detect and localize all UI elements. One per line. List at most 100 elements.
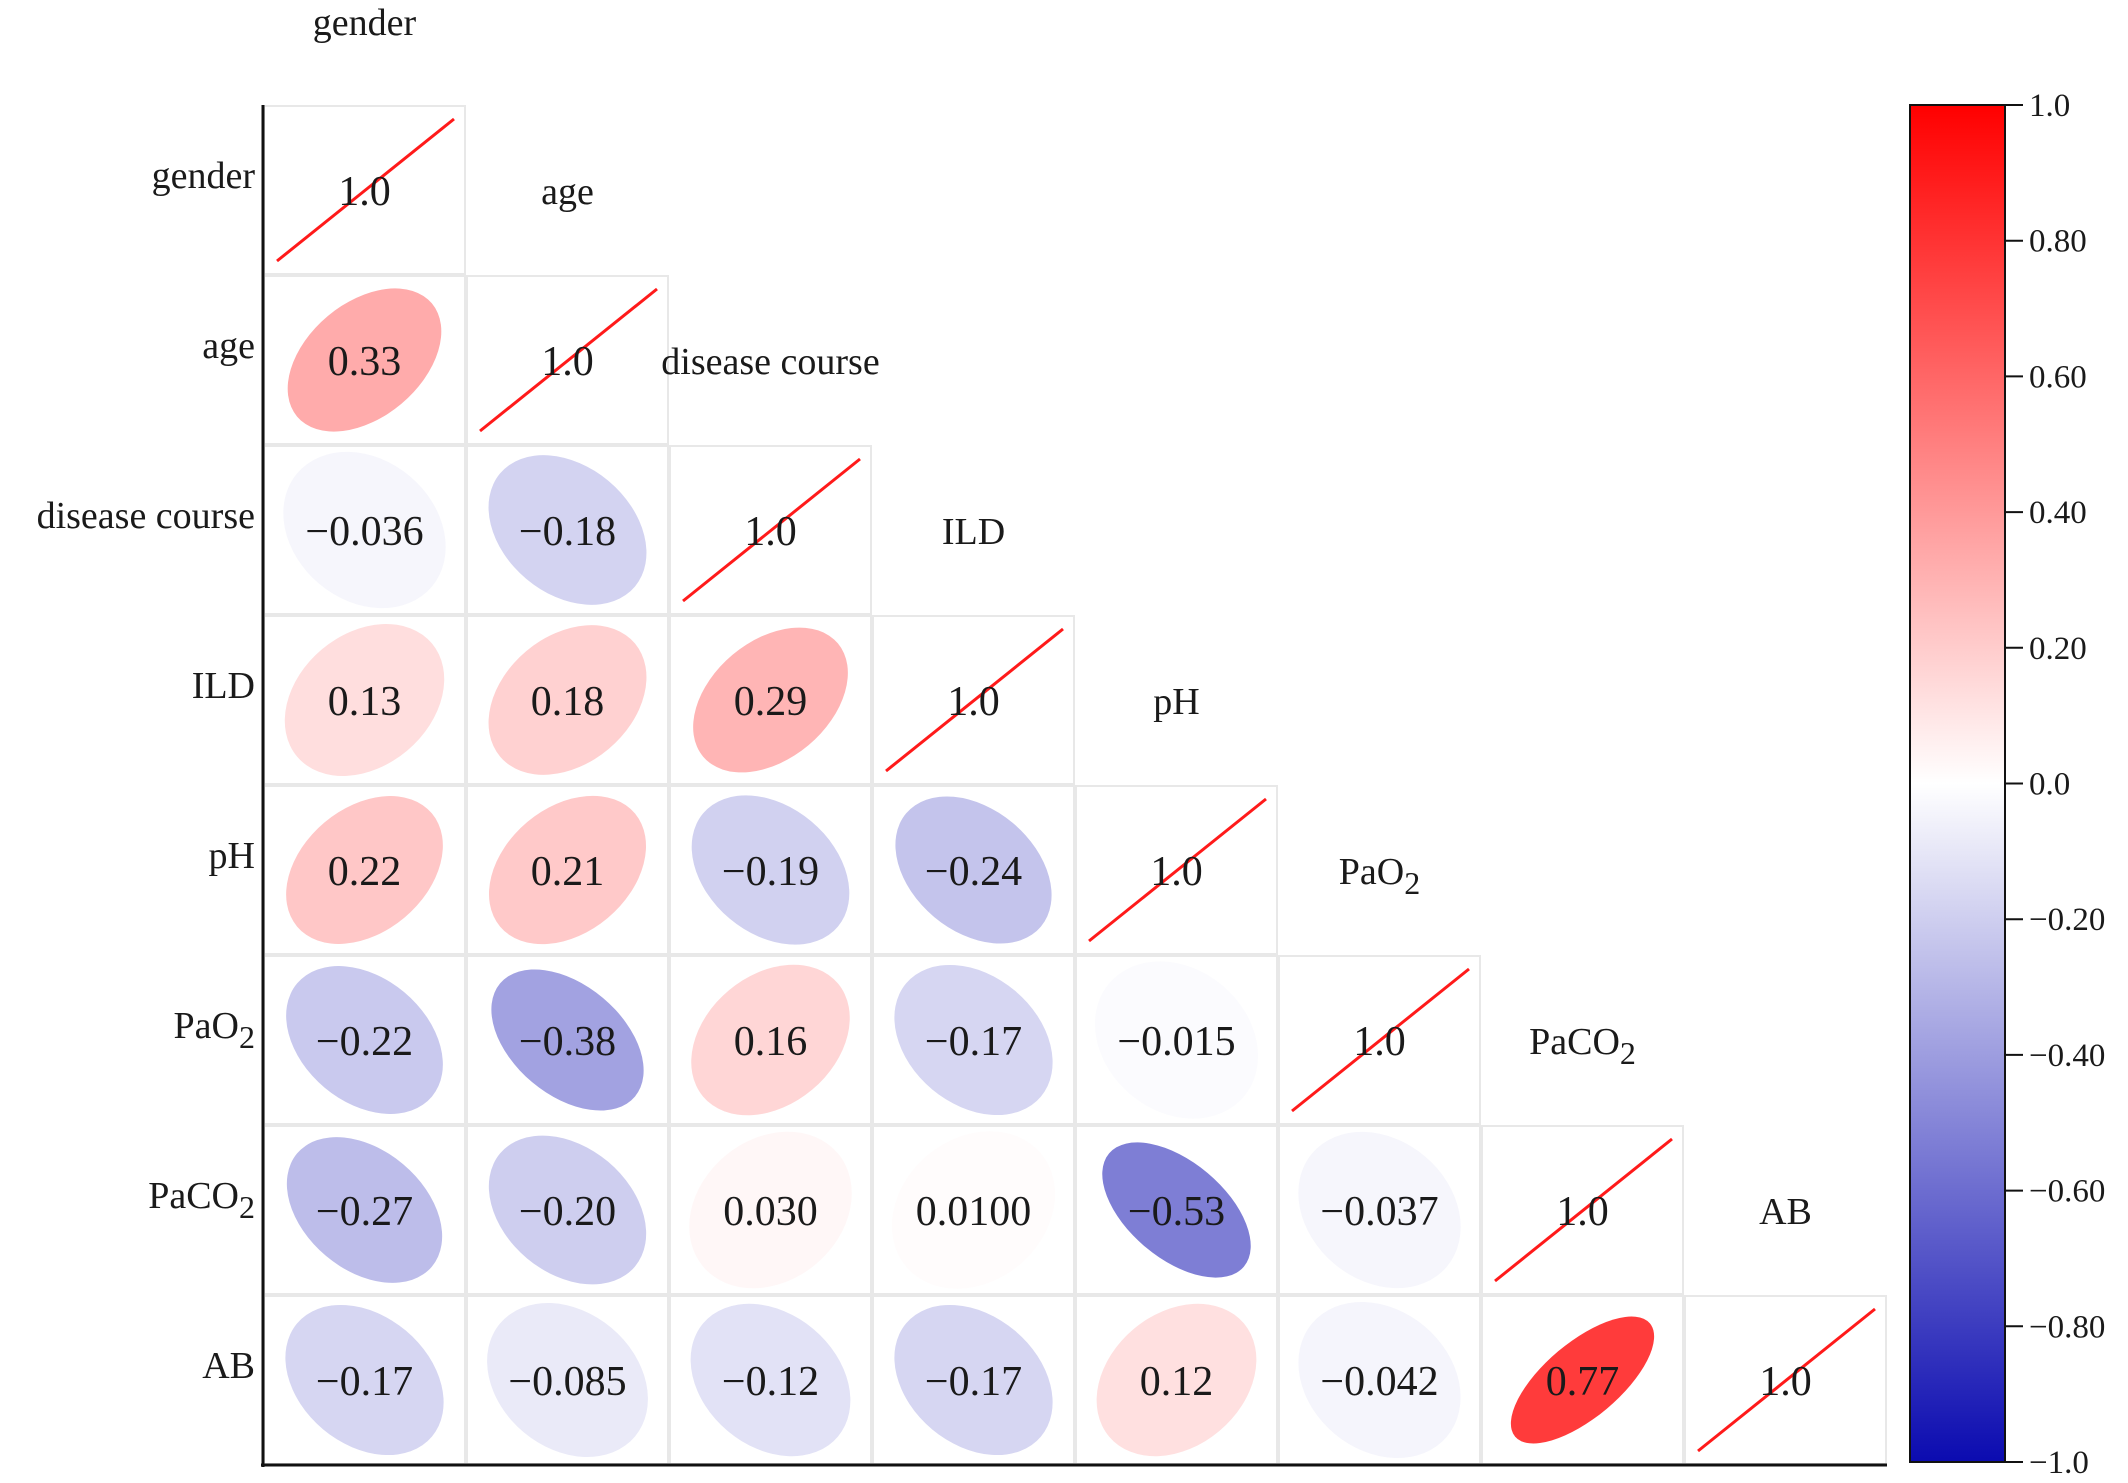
cell-value: 0.77 xyxy=(1546,1359,1620,1405)
column-label-PaCO2: PaCO2 xyxy=(1529,1021,1636,1071)
cell-AB-ILD: −0.17 xyxy=(872,1295,1075,1465)
cell-value: 1.0 xyxy=(1556,1189,1609,1235)
cell-PaCO2-PaCO2: 1.0 xyxy=(1481,1125,1684,1295)
cell-pH-disease-course: −0.19 xyxy=(669,785,872,955)
correlation-ellipse xyxy=(689,1131,852,1289)
cell-value: −0.085 xyxy=(508,1359,626,1405)
cell-value: 1.0 xyxy=(1150,849,1203,895)
cell-value: −0.042 xyxy=(1320,1359,1438,1405)
cell-PaO2-ILD: −0.17 xyxy=(872,955,1075,1125)
cell-value: −0.17 xyxy=(316,1359,413,1405)
correlation-ellipse xyxy=(487,1302,648,1458)
row-label-PaO2: PaO2 xyxy=(174,1005,255,1055)
cell-value: −0.24 xyxy=(925,849,1022,895)
cell-AB-age: −0.085 xyxy=(466,1295,669,1465)
cell-PaO2-pH: −0.015 xyxy=(1075,955,1278,1125)
colorbar-tick-label: −0.20 xyxy=(2029,902,2105,938)
cell-AB-pH: 0.12 xyxy=(1075,1295,1278,1465)
row-label-pH: pH xyxy=(209,835,255,877)
correlation-ellipse xyxy=(690,1303,851,1457)
diagonal-line xyxy=(1494,1137,1673,1283)
correlation-ellipse xyxy=(491,969,644,1111)
correlation-ellipse xyxy=(1298,1301,1461,1459)
diagonal-line xyxy=(479,287,658,433)
correlation-ellipse xyxy=(488,455,647,605)
row-label-PaCO2: PaCO2 xyxy=(148,1175,255,1225)
correlation-ellipse xyxy=(894,1304,1053,1456)
cell-PaCO2-disease-course: 0.030 xyxy=(669,1125,872,1295)
cell-value: 0.29 xyxy=(734,679,808,725)
cell-value: 0.33 xyxy=(328,339,402,385)
cell-ILD-age: 0.18 xyxy=(466,615,669,785)
diagonal-line xyxy=(885,627,1064,773)
cell-value: 0.0100 xyxy=(916,1189,1032,1235)
column-label-gender: gender xyxy=(313,2,417,44)
column-label-pH: pH xyxy=(1153,681,1199,723)
cell-value: 0.18 xyxy=(531,679,605,725)
colorbar-gradient xyxy=(1909,104,2006,1463)
colorbar-tick-label: 1.0 xyxy=(2029,88,2070,124)
cell-PaCO2-ILD: 0.0100 xyxy=(872,1125,1075,1295)
colorbar-tick-label: 0.0 xyxy=(2029,767,2070,803)
correlation-ellipse xyxy=(1298,1131,1461,1289)
cell-value: 0.13 xyxy=(328,679,402,725)
column-label-age: age xyxy=(541,171,594,213)
cell-value: 1.0 xyxy=(1353,1019,1406,1065)
cell-disease-course-disease-course: 1.0 xyxy=(669,445,872,615)
cell-value: −0.53 xyxy=(1128,1189,1225,1235)
cell-ILD-gender: 0.13 xyxy=(263,615,466,785)
cell-value: −0.015 xyxy=(1117,1019,1235,1065)
cell-value: 0.21 xyxy=(531,849,605,895)
correlation-ellipse xyxy=(286,966,443,1114)
cell-value: 0.12 xyxy=(1140,1359,1214,1405)
correlation-ellipse xyxy=(891,1131,1056,1289)
correlation-ellipse xyxy=(287,288,442,432)
cell-age-gender: 0.33 xyxy=(263,275,466,445)
cell-pH-ILD: −0.24 xyxy=(872,785,1075,955)
cell-PaCO2-gender: −0.27 xyxy=(263,1125,466,1295)
column-label-ILD: ILD xyxy=(942,511,1005,553)
colorbar-tick-label: 0.40 xyxy=(2029,495,2087,531)
cell-disease-course-age: −0.18 xyxy=(466,445,669,615)
cell-value: −0.38 xyxy=(519,1019,616,1065)
column-label-PaO2: PaO2 xyxy=(1339,851,1420,901)
correlation-ellipse xyxy=(286,1137,443,1283)
diagonal-line xyxy=(682,457,861,603)
cell-value: −0.27 xyxy=(316,1189,413,1235)
column-label-AB: AB xyxy=(1759,1191,1812,1233)
heatmap-axes: gender gender age age disease course disease … xyxy=(37,2,1887,1467)
cell-PaO2-PaO2: 1.0 xyxy=(1278,955,1481,1125)
cell-AB-PaO2: −0.042 xyxy=(1278,1295,1481,1465)
cell-PaCO2-age: −0.20 xyxy=(466,1125,669,1295)
heatmap-cells: 1.0 0.33 1.0 −0.036 −0.18 1.0 0.13 0.18 0.29 1.0 0… xyxy=(263,105,1887,1465)
cell-value: 1.0 xyxy=(744,509,797,555)
cell-PaCO2-PaO2: −0.037 xyxy=(1278,1125,1481,1295)
cell-value: −0.037 xyxy=(1320,1189,1438,1235)
correlation-ellipse xyxy=(691,795,850,945)
cell-age-age: 1.0 xyxy=(466,275,669,445)
diagonal-line xyxy=(276,117,455,263)
cell-value: 0.030 xyxy=(723,1189,818,1235)
cell-ILD-disease-course: 0.29 xyxy=(669,615,872,785)
correlation-ellipse xyxy=(1510,1316,1655,1444)
cell-value: 0.22 xyxy=(328,849,402,895)
colorbar-tick-label: −1.0 xyxy=(2029,1445,2089,1481)
cell-pH-age: 0.21 xyxy=(466,785,669,955)
colorbar: 1.0 0.80 0.60 0.40 0.20 0.0 −0.20 −0.40 −0.60 −0.… xyxy=(1909,88,2105,1481)
cell-value: 1.0 xyxy=(541,339,594,385)
cell-value: −0.20 xyxy=(519,1189,616,1235)
correlation-ellipse xyxy=(283,451,446,609)
correlation-ellipse xyxy=(1094,961,1259,1119)
cell-pH-pH: 1.0 xyxy=(1075,785,1278,955)
cell-value: −0.036 xyxy=(305,509,423,555)
cell-value: 1.0 xyxy=(338,169,391,215)
cell-PaO2-age: −0.38 xyxy=(466,955,669,1125)
cell-value: −0.19 xyxy=(722,849,819,895)
cell-pH-gender: 0.22 xyxy=(263,785,466,955)
row-label-age: age xyxy=(202,325,255,367)
cell-value: 1.0 xyxy=(1759,1359,1812,1405)
diagonal-line xyxy=(1088,797,1267,943)
correlation-ellipse xyxy=(488,1135,647,1285)
row-label-gender: gender xyxy=(152,155,256,197)
cell-disease-course-gender: −0.036 xyxy=(263,445,466,615)
